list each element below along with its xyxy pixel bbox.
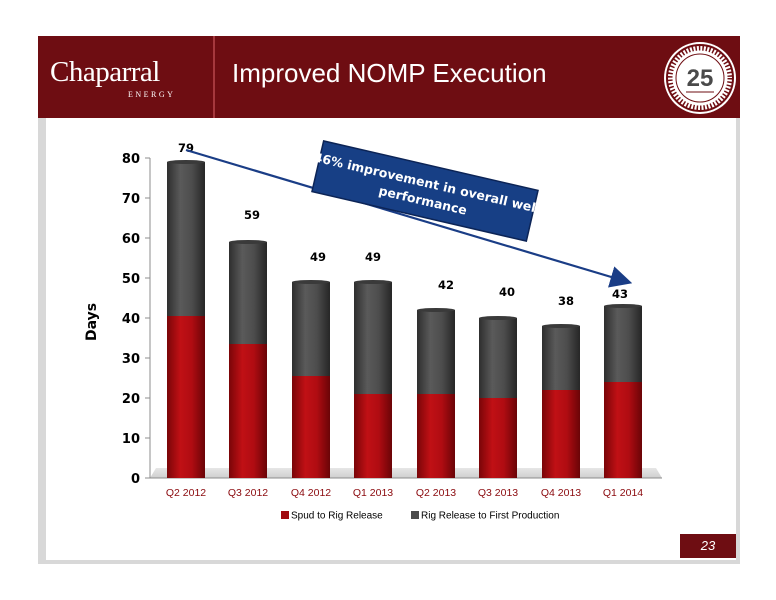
legend-label-spud: Spud to Rig Release bbox=[291, 511, 383, 522]
slide-frame-bottom bbox=[38, 560, 740, 564]
legend-swatch-rig-release bbox=[411, 511, 419, 519]
bar-top-cap bbox=[542, 324, 580, 328]
slide-header: Chaparral ENERGY Improved NOMP Execution… bbox=[38, 36, 740, 118]
data-label-total: 42 bbox=[438, 278, 454, 292]
bar-rig-release-to-first-production bbox=[479, 318, 517, 398]
bar-rig-release-to-first-production bbox=[292, 282, 330, 376]
y-tick-label: 70 bbox=[122, 192, 140, 207]
x-tick-label: Q3 2013 bbox=[478, 487, 518, 499]
bar-top-cap bbox=[354, 280, 392, 284]
y-axis-title: Days bbox=[84, 303, 100, 341]
data-label-total: 49 bbox=[365, 250, 381, 264]
y-tick-label: 60 bbox=[122, 232, 140, 247]
y-tick-label: 10 bbox=[122, 432, 140, 447]
company-logo: Chaparral ENERGY bbox=[50, 56, 200, 104]
bar-spud-to-rig-release bbox=[167, 316, 205, 478]
improvement-callout: 46% improvement in overall well performa… bbox=[311, 140, 541, 242]
y-tick-label: 20 bbox=[122, 392, 140, 407]
bar-rig-release-to-first-production bbox=[354, 282, 392, 394]
x-tick-label: Q1 2013 bbox=[353, 487, 393, 499]
y-tick-label: 30 bbox=[122, 352, 140, 367]
data-label-total: 38 bbox=[558, 294, 574, 308]
slide-frame-right bbox=[736, 36, 740, 564]
logo-wordmark: Chaparral bbox=[50, 56, 160, 88]
bar-rig-release-to-first-production bbox=[604, 306, 642, 382]
chart-floor bbox=[150, 468, 662, 478]
data-label-total: 49 bbox=[310, 250, 326, 264]
data-label-total: 43 bbox=[612, 287, 628, 301]
bar-top-cap bbox=[229, 240, 267, 244]
bar-rig-release-to-first-production bbox=[229, 242, 267, 344]
svg-text:25: 25 bbox=[687, 65, 714, 92]
y-tick-label: 40 bbox=[122, 312, 140, 327]
y-tick-label: 80 bbox=[122, 152, 140, 167]
anniversary-seal-icon: 25 bbox=[664, 42, 736, 114]
bar-spud-to-rig-release bbox=[229, 344, 267, 478]
bar-rig-release-to-first-production bbox=[417, 310, 455, 394]
bar-top-cap bbox=[604, 304, 642, 308]
logo-subtitle: ENERGY bbox=[128, 90, 176, 99]
legend-label-rig-release: Rig Release to First Production bbox=[421, 511, 559, 522]
slide-title: Improved NOMP Execution bbox=[232, 58, 547, 88]
bar-top-cap bbox=[167, 160, 205, 164]
bar-spud-to-rig-release bbox=[417, 394, 455, 478]
bar-spud-to-rig-release bbox=[354, 394, 392, 478]
slide-frame-left bbox=[38, 36, 46, 564]
bar-spud-to-rig-release bbox=[292, 376, 330, 478]
bar-spud-to-rig-release bbox=[542, 390, 580, 478]
bar-top-cap bbox=[479, 316, 517, 320]
data-label-total: 59 bbox=[244, 208, 260, 222]
legend: Spud to Rig Release Rig Release to First… bbox=[281, 511, 559, 522]
data-label-total: 40 bbox=[499, 285, 515, 299]
legend-swatch-spud bbox=[281, 511, 289, 519]
x-tick-label: Q3 2012 bbox=[228, 487, 268, 499]
x-tick-label: Q2 2012 bbox=[166, 487, 206, 499]
y-tick-label: 50 bbox=[122, 272, 140, 287]
header-divider bbox=[213, 36, 215, 118]
x-tick-label: Q1 2014 bbox=[603, 487, 643, 499]
x-tick-label: Q4 2012 bbox=[291, 487, 331, 499]
bar-top-cap bbox=[292, 280, 330, 284]
bar-spud-to-rig-release bbox=[479, 398, 517, 478]
x-tick-label: Q2 2013 bbox=[416, 487, 456, 499]
page-number: 23 bbox=[680, 534, 736, 558]
bar-rig-release-to-first-production bbox=[167, 162, 205, 316]
data-label-total: 79 bbox=[178, 141, 194, 155]
bar-top-cap bbox=[417, 308, 455, 312]
bar-spud-to-rig-release bbox=[604, 382, 642, 478]
bar-rig-release-to-first-production bbox=[542, 326, 580, 390]
y-tick-label: 0 bbox=[131, 472, 140, 487]
x-tick-label: Q4 2013 bbox=[541, 487, 581, 499]
trend-arrow bbox=[185, 148, 633, 288]
